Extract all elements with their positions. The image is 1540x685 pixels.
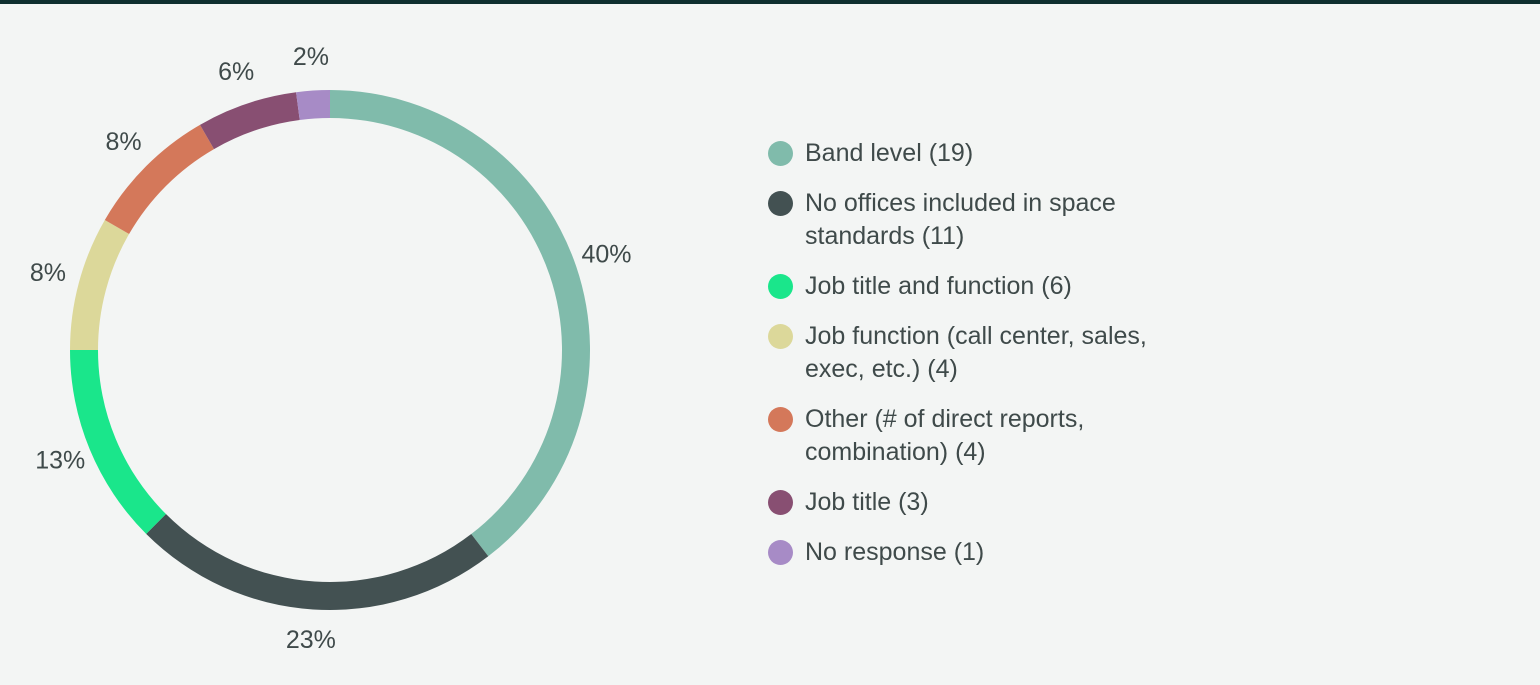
legend-swatch (768, 274, 793, 299)
legend-label: Job function (call center, sales, exec, … (805, 322, 1147, 383)
legend: Band level (19) No offices included in s… (768, 137, 1208, 586)
percent-label-5: 6% (218, 58, 254, 86)
legend-label: No response (1) (805, 538, 985, 566)
legend-item: Band level (19) (768, 137, 1208, 170)
legend-item: No offices included in space standards (… (768, 187, 1208, 253)
legend-item: Job function (call center, sales, exec, … (768, 320, 1208, 386)
donut-slice-5 (200, 92, 300, 150)
legend-swatch (768, 490, 793, 515)
donut-slice-2 (69, 350, 166, 534)
donut-slice-3 (70, 220, 130, 350)
legend-swatch (768, 141, 793, 166)
donut-slices (69, 90, 590, 611)
percent-label-4: 8% (105, 128, 141, 156)
legend-swatch (768, 407, 793, 432)
legend-label: Job title (3) (805, 488, 929, 516)
percent-label-2: 13% (35, 446, 85, 474)
legend-label: No offices included in space standards (… (805, 189, 1116, 250)
legend-swatch (768, 540, 793, 565)
legend-swatch (768, 191, 793, 216)
legend-item: Other (# of direct reports, combination)… (768, 403, 1208, 469)
legend-swatch (768, 324, 793, 349)
donut-slice-1 (146, 514, 489, 611)
percent-label-3: 8% (30, 259, 66, 287)
legend-label: Job title and function (6) (805, 272, 1072, 300)
donut-slice-6 (296, 90, 330, 120)
donut-slice-4 (104, 124, 214, 234)
legend-item: Job title (3) (768, 486, 1208, 519)
legend-label: Other (# of direct reports, combination)… (805, 405, 1085, 466)
percent-label-0: 40% (581, 241, 631, 269)
donut-slice-0 (330, 90, 590, 557)
percent-label-1: 23% (286, 626, 336, 654)
legend-item: No response (1) (768, 536, 1208, 569)
percent-labels: 40% 23% 13% 8% 8% 6% 2% (30, 43, 632, 654)
legend-label: Band level (19) (805, 139, 974, 167)
donut-chart: 40% 23% 13% 8% 8% 6% 2% (30, 43, 632, 654)
legend-item: Job title and function (6) (768, 270, 1208, 303)
percent-label-6: 2% (293, 43, 329, 71)
